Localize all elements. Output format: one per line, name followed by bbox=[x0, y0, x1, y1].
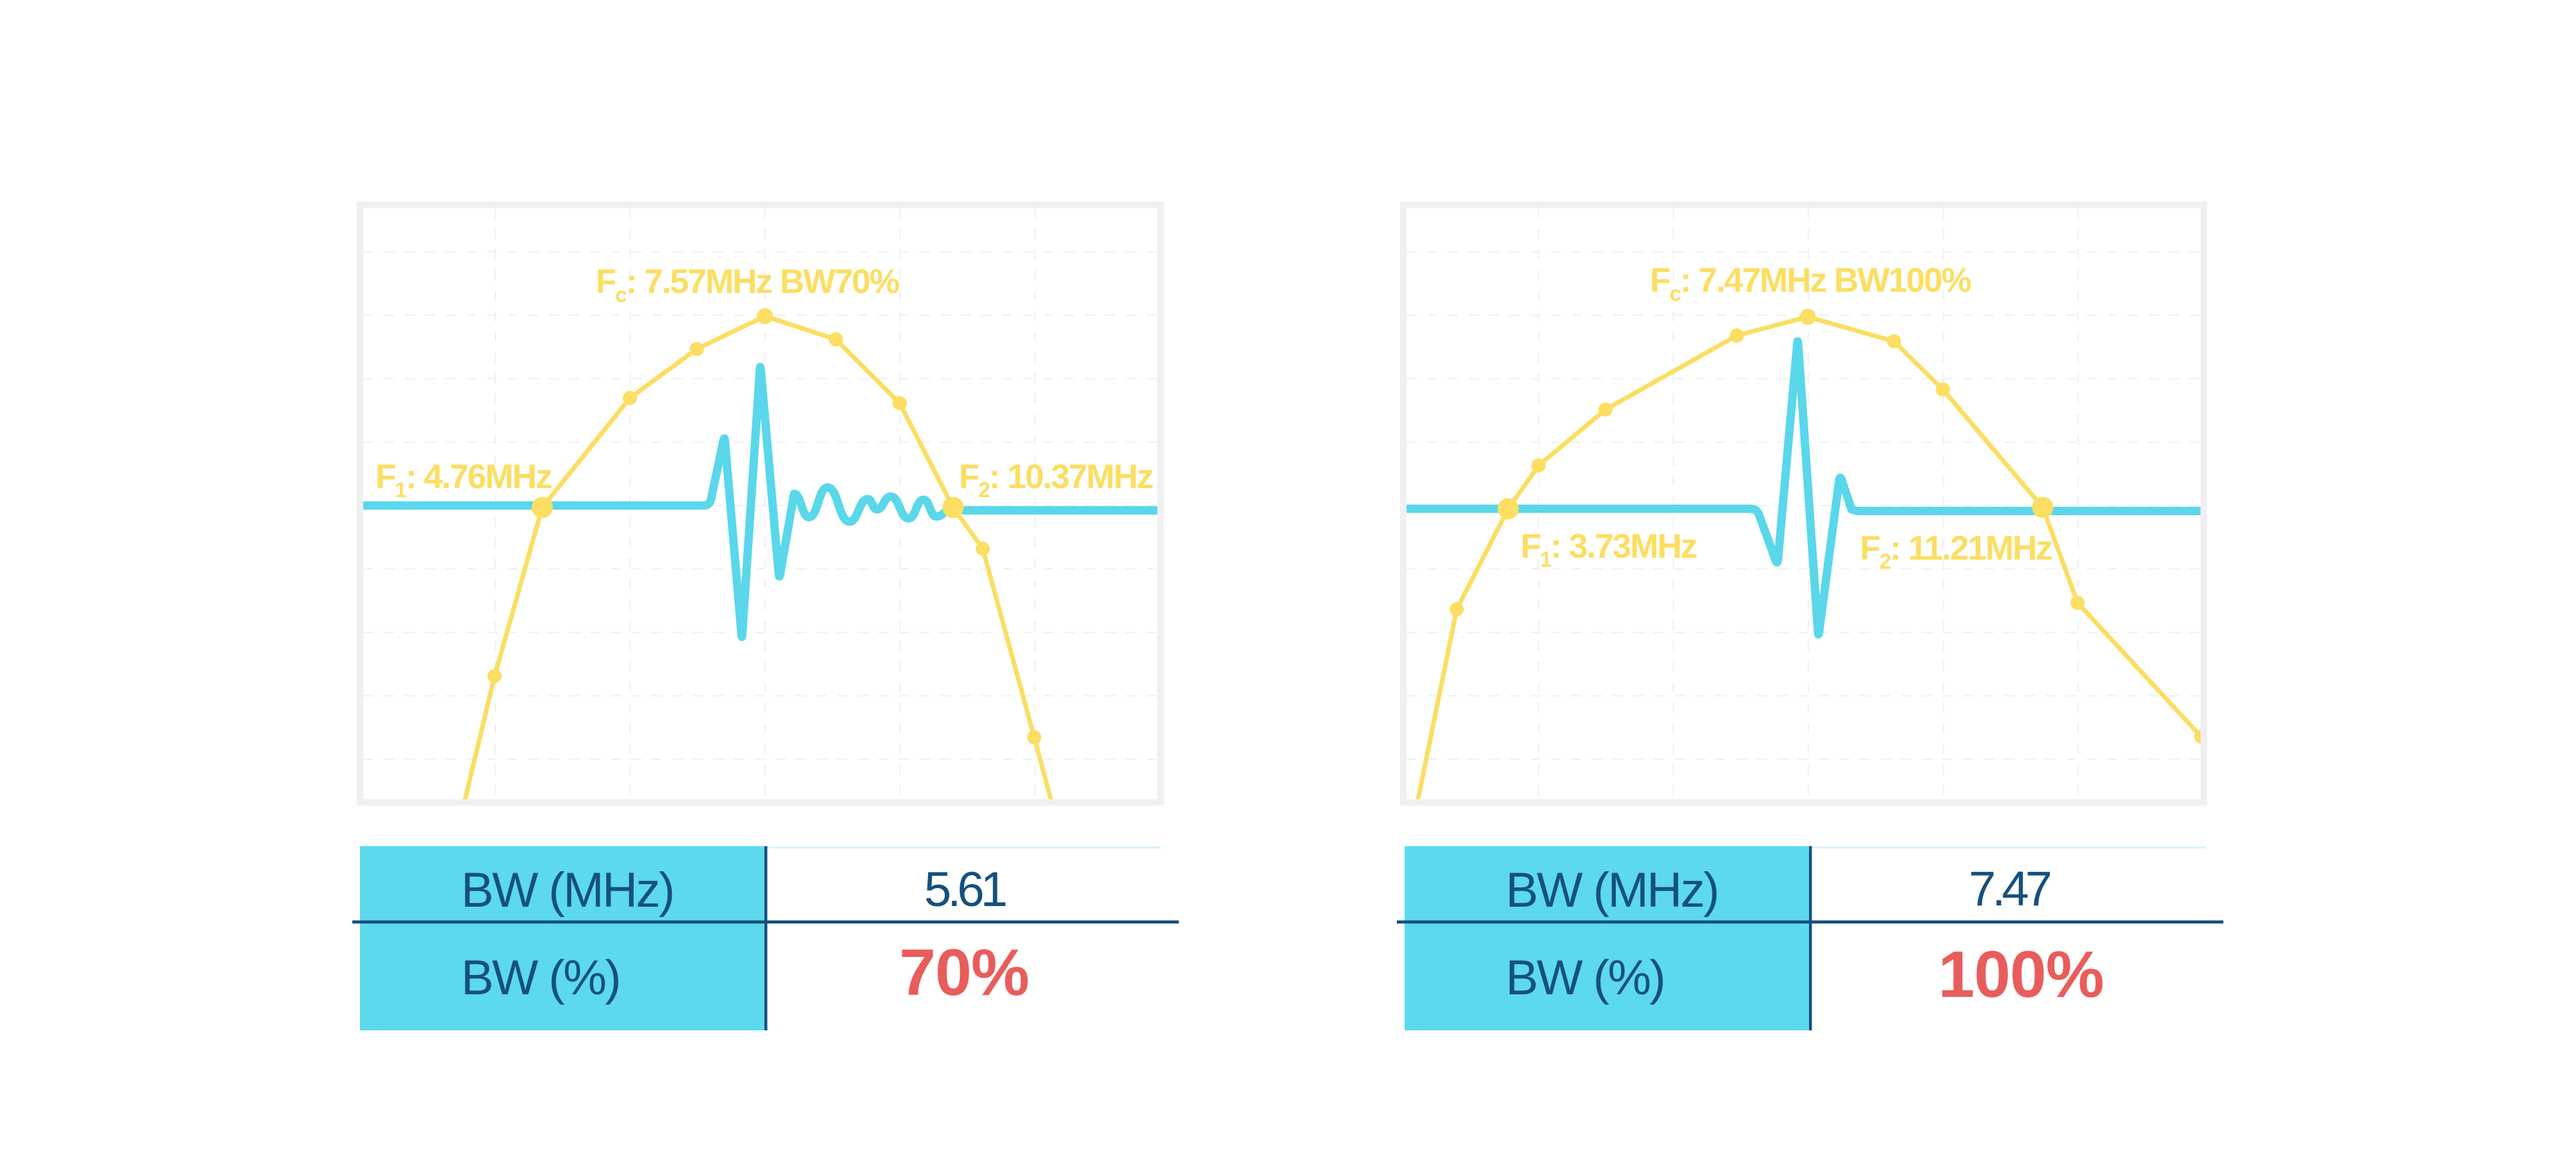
svg-text:F2: 10.37MHz: F2: 10.37MHz bbox=[959, 458, 1153, 502]
svg-text:100%: 100% bbox=[1938, 938, 2104, 1011]
svg-text:Fc: 7.57MHz BW70%: Fc: 7.57MHz BW70% bbox=[596, 263, 899, 307]
svg-text:BW (%): BW (%) bbox=[1506, 951, 1664, 1005]
svg-text:F1: 3.73MHz: F1: 3.73MHz bbox=[1520, 527, 1697, 571]
svg-text:BW (%): BW (%) bbox=[461, 951, 620, 1005]
svg-text:BW (MHz): BW (MHz) bbox=[1506, 863, 1718, 918]
svg-text:F2: 11.21MHz: F2: 11.21MHz bbox=[1860, 529, 2052, 573]
svg-text:5.61: 5.61 bbox=[924, 862, 1006, 917]
svg-text:BW (MHz): BW (MHz) bbox=[461, 863, 674, 918]
svg-text:70%: 70% bbox=[899, 936, 1028, 1009]
svg-text:Fc: 7.47MHz BW100%: Fc: 7.47MHz BW100% bbox=[1650, 261, 1971, 305]
svg-text:7.47: 7.47 bbox=[1969, 862, 2050, 916]
svg-text:F1: 4.76MHz: F1: 4.76MHz bbox=[375, 458, 552, 502]
